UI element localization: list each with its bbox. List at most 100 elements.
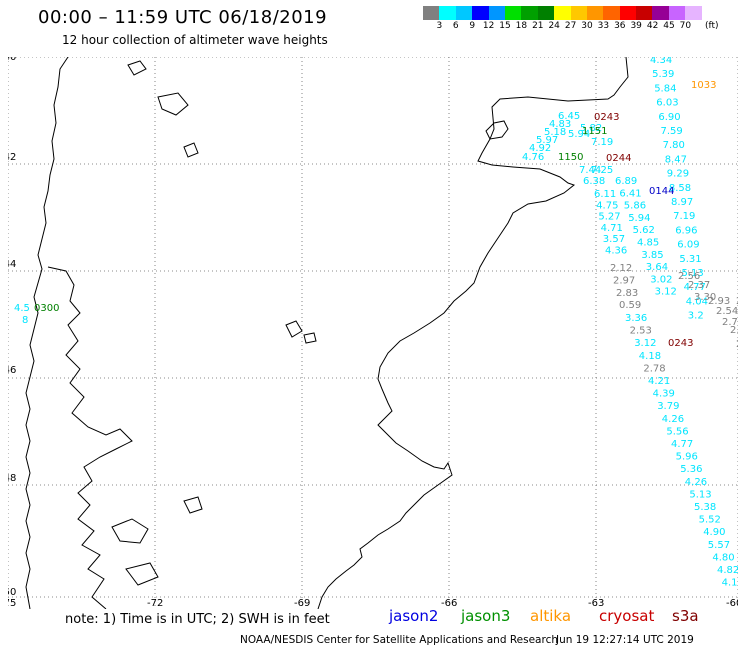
- south-track-value: 4.77: [671, 439, 693, 450]
- color-swatch: [685, 6, 702, 20]
- east-track-value: 4.04: [686, 296, 708, 307]
- south-track-value: 2.78: [643, 363, 665, 374]
- pass-time-label: 0243: [594, 112, 619, 123]
- color-scale-label: 15: [499, 21, 511, 31]
- pass-time-label: 0300: [34, 303, 59, 314]
- south-track-value: 5.13: [689, 489, 711, 500]
- south-track-value: 4.18: [639, 351, 661, 362]
- color-swatch: [668, 6, 686, 20]
- east-track-value: 6.03: [656, 98, 678, 109]
- east-track-gray-value: 2.93: [708, 296, 730, 307]
- south-track-value: 3.36: [625, 313, 647, 324]
- east-track-gray-value: 2.9: [730, 325, 738, 336]
- south-track-value: 5.57: [708, 540, 730, 551]
- coastal-cluster-value: 7.44: [579, 165, 601, 176]
- longitude-label: -69: [294, 598, 310, 609]
- east-track-value: 5.31: [679, 254, 701, 265]
- pass-time-label: 0243: [668, 338, 693, 349]
- east-track-value: 5.84: [654, 83, 676, 94]
- west-track-value: 4.36: [605, 246, 627, 257]
- pass-time-label: 0144: [649, 186, 674, 197]
- latitude-label: -40: [8, 57, 16, 63]
- color-swatch: [554, 6, 571, 20]
- color-swatch: [423, 6, 440, 20]
- coastal-cluster-value: 4.76: [522, 152, 544, 163]
- south-track-value: 5.56: [666, 426, 688, 437]
- color-swatch: [570, 6, 587, 20]
- south-track-value: 4.80: [712, 552, 734, 563]
- west-track-gray-value: 2.83: [616, 288, 638, 299]
- pass-time-label: 0244: [606, 153, 631, 164]
- color-scale-label: 12: [482, 21, 495, 31]
- coastline-inland-lakes-6: [183, 496, 203, 514]
- legend-s3a: s3a: [672, 607, 699, 625]
- coastline-valdes-peninsula: [485, 120, 509, 140]
- east-track-gray-value: 2.54: [716, 306, 738, 317]
- west-track-value: 4.75: [596, 200, 618, 211]
- coastal-cluster-value: 5.82: [580, 123, 602, 134]
- middle-track-value: 6.89: [615, 176, 637, 187]
- east-track-value: 8.47: [665, 154, 687, 165]
- color-swatch: [636, 6, 653, 20]
- coastline-island-2: [303, 332, 317, 344]
- color-scale-label: 3: [436, 21, 443, 31]
- longitude-label: -72: [147, 598, 163, 609]
- east-track-gray-value: 2.77: [722, 317, 738, 328]
- east-track-value: 4.77: [684, 282, 706, 293]
- color-scale-label: 21: [532, 21, 544, 31]
- coastal-cluster-value: 7.25: [591, 165, 613, 176]
- legend-jason2: jason2: [389, 607, 439, 625]
- coastline-inland-lakes-4: [111, 518, 149, 544]
- longitude-label: -60: [726, 598, 738, 609]
- east-track-gray-value: 2.: [736, 339, 738, 350]
- latitude-label: -42: [8, 152, 16, 163]
- east-track-value: 9.29: [667, 169, 689, 180]
- longitude-label: -66: [441, 598, 457, 609]
- south-track-value: 4.21: [648, 376, 670, 387]
- middle-track-value: 4.85: [637, 238, 659, 249]
- legend-altika: altika: [530, 607, 572, 625]
- east-track-value: 3.2: [688, 311, 704, 322]
- coastal-cluster-value: 5.97: [536, 135, 558, 146]
- coastline-island: [285, 320, 303, 338]
- coastal-cluster-value: 6.38: [583, 176, 605, 187]
- color-swatch: [439, 6, 456, 20]
- color-scale-label: 18: [515, 21, 528, 31]
- color-swatch: [504, 6, 522, 20]
- coastline-inland-lakes-1: [127, 60, 147, 76]
- middle-track-value: 3.12: [655, 287, 677, 298]
- east-track-value: 4.34: [650, 57, 672, 66]
- color-scale-label: 45: [663, 21, 675, 31]
- footer-note: note: 1) Time is in UTC; 2) SWH is in fe…: [65, 612, 330, 627]
- middle-track-value: 5.94: [628, 213, 650, 224]
- color-swatch: [652, 6, 669, 20]
- coastal-cluster-value: 7.19: [591, 137, 613, 148]
- west-track-value: 3.57: [603, 234, 625, 245]
- east-track-value: 7.19: [673, 211, 695, 222]
- south-track-value: 4.39: [653, 389, 675, 400]
- pass-time-label: 1151: [582, 126, 607, 137]
- pass-time-label: 1033: [691, 80, 716, 91]
- east-track-value: 7.80: [663, 140, 685, 151]
- color-scale-label: 33: [597, 21, 610, 31]
- south-track-value: 5.52: [699, 515, 721, 526]
- color-scale-bar: [423, 6, 719, 20]
- middle-track-value: 3.64: [646, 262, 668, 273]
- altimeter-observations: 4.34 5.39 5.84 6.03 6.90 7.59 7.80 8.47 9.29 8.58…: [14, 57, 738, 589]
- color-scale-label: 24: [548, 21, 560, 31]
- latitude-label: -44: [8, 259, 16, 270]
- west-track-gray-value: 2.12: [610, 263, 632, 274]
- west-track-gray-value: 0.59: [619, 300, 641, 311]
- color-scale-label: 27: [564, 21, 577, 31]
- south-track-value: 5.36: [680, 464, 702, 475]
- color-swatch: [619, 6, 637, 20]
- south-track-value: 4.90: [703, 527, 725, 538]
- map-subtitle: 12 hour collection of altimeter wave hei…: [62, 33, 328, 47]
- color-swatch: [701, 6, 719, 20]
- latitude-label: -50: [8, 587, 16, 598]
- credit-line: NOAA/NESDIS Center for Satellite Applica…: [240, 634, 558, 646]
- east-track-gray-value: 2.56: [678, 271, 700, 282]
- color-scale-label: 39: [630, 21, 642, 31]
- color-scale-label: 70: [679, 21, 692, 31]
- color-scale-label: 36: [614, 21, 626, 31]
